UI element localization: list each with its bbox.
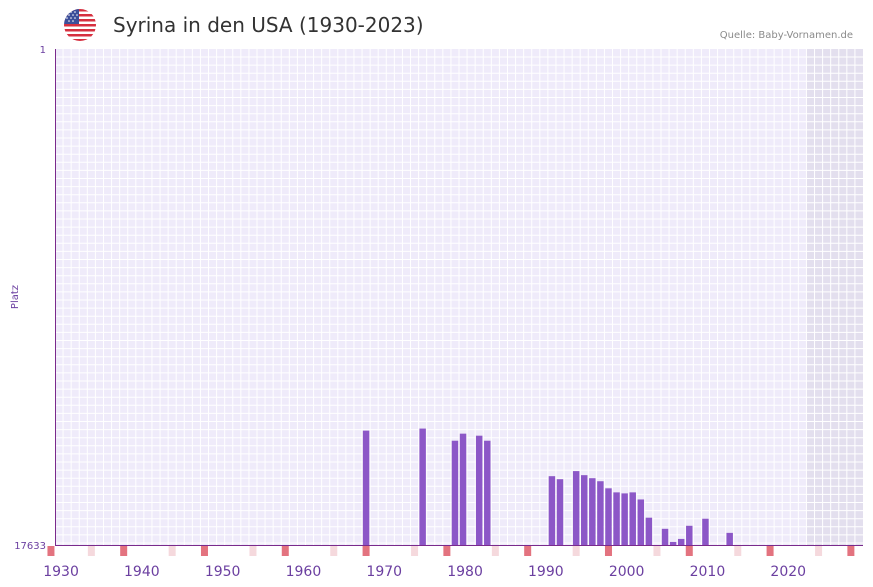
x-tick-label-2000: 2000 — [609, 564, 645, 580]
decade-marker — [120, 546, 128, 556]
bar-1997 — [597, 481, 604, 545]
bar-1975 — [419, 428, 426, 545]
half-decade-marker — [734, 546, 742, 556]
decade-marker — [362, 546, 370, 556]
half-decade-marker — [330, 546, 338, 556]
decade-marker — [281, 546, 289, 556]
half-decade-marker — [572, 546, 580, 556]
half-decade-marker — [249, 546, 257, 556]
y-tick-label-top: 1 — [40, 45, 46, 56]
decade-marker — [685, 546, 693, 556]
decade-marker — [847, 546, 855, 556]
decade-marker — [200, 546, 208, 556]
bar-1979 — [451, 440, 459, 545]
bar-1968 — [362, 430, 370, 545]
half-decade-marker — [168, 546, 176, 556]
decade-marker — [524, 546, 532, 556]
x-tick-label-2010: 2010 — [690, 564, 726, 580]
x-tick-label-1940: 1940 — [124, 564, 160, 580]
half-decade-marker — [653, 546, 661, 556]
bar-1994 — [572, 471, 580, 545]
bar-1998 — [605, 488, 612, 545]
bar-1996 — [589, 478, 596, 545]
x-tick-label-2020: 2020 — [770, 564, 806, 580]
bar-2001 — [629, 492, 636, 545]
decade-marker — [47, 546, 55, 556]
x-tick-labels: 1930 1940 1950 1960 1970 1980 1990 2000 2010 2020 — [43, 564, 806, 580]
x-tick-label-1990: 1990 — [528, 564, 564, 580]
decade-marker — [443, 546, 451, 556]
y-tick-label-bottom: 17633 — [14, 541, 46, 552]
bar-1995 — [581, 475, 588, 545]
grid-lines — [55, 49, 863, 545]
bar-2003 — [645, 517, 653, 545]
bar-1983 — [484, 440, 491, 545]
bar-2005 — [661, 528, 669, 545]
half-decade-marker — [491, 546, 499, 556]
bar-1980 — [459, 433, 467, 545]
half-decade-marker — [411, 546, 419, 556]
decade-marker — [766, 546, 774, 556]
bar-2007 — [677, 538, 685, 545]
chart-title: Syrina in den USA (1930-2023) — [113, 13, 424, 37]
bar-1992 — [556, 479, 564, 545]
usa-flag-icon — [64, 9, 96, 41]
half-decade-marker — [87, 546, 95, 556]
bar-1991 — [548, 476, 556, 545]
x-tick-label-1960: 1960 — [286, 564, 322, 580]
bar-2000 — [621, 493, 628, 545]
x-tick-label-1980: 1980 — [447, 564, 483, 580]
half-decade-marker — [815, 546, 823, 556]
bar-1982 — [475, 435, 483, 545]
bar-2002 — [637, 499, 645, 545]
bar-2010 — [702, 518, 709, 545]
x-tick-label-1970: 1970 — [366, 564, 402, 580]
bar-1999 — [613, 492, 620, 545]
bar-2008 — [686, 525, 693, 545]
x-tick-label-1930: 1930 — [43, 564, 79, 580]
y-axis-label: Platz — [10, 285, 21, 309]
x-tick-label-1950: 1950 — [205, 564, 241, 580]
decade-markers — [47, 546, 855, 556]
decade-marker — [604, 546, 612, 556]
bars-group — [362, 428, 733, 545]
bar-2006 — [669, 541, 677, 545]
source-credit: Quelle: Baby-Vornamen.de — [719, 30, 853, 41]
bar-2013 — [726, 532, 733, 545]
